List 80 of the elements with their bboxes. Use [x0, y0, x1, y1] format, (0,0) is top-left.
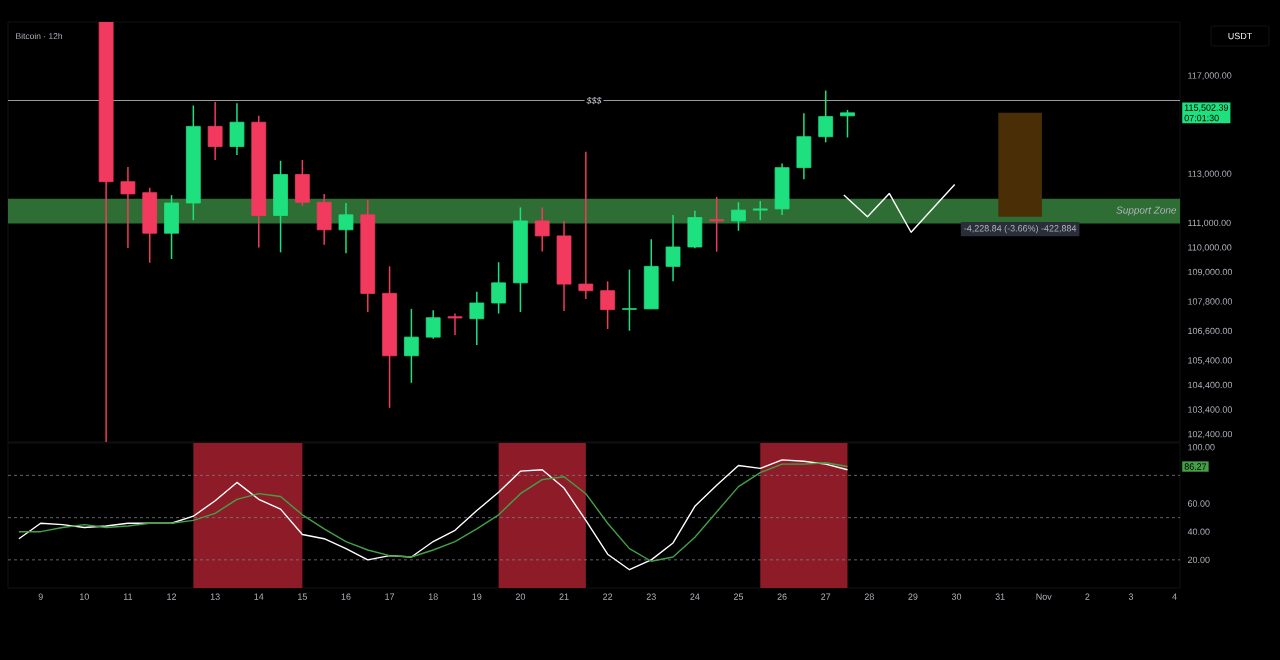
candlestick — [273, 160, 288, 254]
text: 86.27 — [1184, 463, 1207, 470]
x-tick-label: 21 — [559, 593, 569, 600]
y-tick-label: 105,400.00 — [1188, 357, 1233, 365]
x-tick-label: 13 — [210, 593, 220, 600]
x-tick-label: 27 — [821, 593, 831, 600]
y-tick-label: 111,000.00 — [1188, 219, 1231, 228]
x-tick-label: 28 — [864, 593, 874, 600]
x-tick-label: 19 — [472, 593, 482, 600]
candlestick — [491, 261, 506, 315]
x-tick-label: Nov — [1036, 593, 1052, 600]
y-tick-label: 20.00 — [1187, 556, 1210, 564]
y-tick-label: 109,000.00 — [1188, 268, 1233, 277]
x-tick-label: 2 — [1085, 593, 1090, 600]
candlestick — [142, 187, 158, 264]
candlestick — [687, 209, 703, 249]
x-tick-label: 14 — [254, 593, 264, 600]
candlestick — [164, 194, 179, 260]
y-tick-label: 107,800.00 — [1188, 298, 1233, 306]
x-tick-label: 4 — [1172, 593, 1177, 600]
candlestick — [229, 102, 245, 156]
y-tick-label: 100.00 — [1188, 444, 1215, 451]
candlestick — [556, 220, 572, 312]
x-tick-label: 15 — [298, 593, 307, 600]
x-tick-label: 30 — [951, 593, 962, 600]
candlestick — [731, 201, 746, 232]
x-tick-label: 24 — [690, 593, 700, 600]
candlestick — [709, 196, 725, 253]
candlestick — [469, 290, 485, 346]
x-tick-label: 3 — [1128, 593, 1134, 600]
y-tick-label: 102,400.00 — [1188, 430, 1233, 439]
x-tick-label: 22 — [603, 593, 613, 600]
candlestick — [447, 312, 463, 336]
candlestick — [665, 214, 681, 283]
candlestick — [185, 104, 201, 221]
candlestick — [120, 166, 136, 249]
candlestick — [622, 268, 637, 332]
candlestick — [534, 206, 550, 253]
x-tick-label: 23 — [646, 593, 656, 600]
text: Bitcoin · 12h — [16, 32, 63, 40]
candlestick — [840, 109, 855, 139]
band-label: Support Zone — [1116, 206, 1177, 216]
x-tick-label: 16 — [341, 593, 351, 600]
candlestick — [818, 89, 834, 144]
ref-line-label: $$$ — [586, 96, 602, 105]
candlestick — [404, 308, 419, 384]
candlestick — [294, 159, 310, 207]
x-tick-label: 9 — [38, 593, 43, 600]
y-tick-label: 103,400.00 — [1188, 406, 1233, 414]
x-tick-label: 11 — [123, 593, 133, 600]
x-tick-label: 20 — [515, 593, 526, 600]
x-tick-label: 31 — [995, 593, 1005, 600]
candlestick — [752, 200, 768, 221]
y-tick-label: 104,400.00 — [1188, 381, 1233, 390]
y-tick-label: 110,000.00 — [1188, 244, 1232, 252]
candlestick — [600, 280, 616, 330]
candlestick — [338, 202, 354, 255]
y-tick-label: 117,000.00 — [1188, 72, 1232, 80]
y-axis-title: USDT — [1228, 32, 1253, 40]
text: 07:01:30 — [1184, 114, 1219, 122]
candlestick — [513, 206, 528, 313]
data-label: -4,228.84 (-3.66%) -422,884 — [964, 224, 1077, 234]
candlestick — [382, 265, 397, 409]
candlestick — [796, 112, 812, 180]
candlestick — [578, 150, 594, 300]
y-tick-label: 40.00 — [1187, 528, 1210, 535]
x-tick-label: 18 — [428, 593, 438, 600]
candlestick — [774, 162, 790, 216]
x-tick-label: 17 — [385, 593, 395, 600]
y-tick-label: 60.00 — [1187, 500, 1210, 507]
candlestick — [425, 309, 441, 340]
x-tick-label: 25 — [733, 593, 744, 600]
text: 115,502.39 — [1184, 104, 1228, 112]
candlestick — [643, 238, 659, 310]
x-tick-label: 26 — [777, 593, 787, 600]
x-tick-label: 29 — [908, 593, 918, 600]
x-tick-label: 12 — [167, 593, 177, 600]
y-tick-label: 106,600.00 — [1188, 327, 1233, 336]
y-tick-label: 113,000.00 — [1188, 170, 1232, 178]
x-tick-label: 10 — [80, 593, 89, 600]
